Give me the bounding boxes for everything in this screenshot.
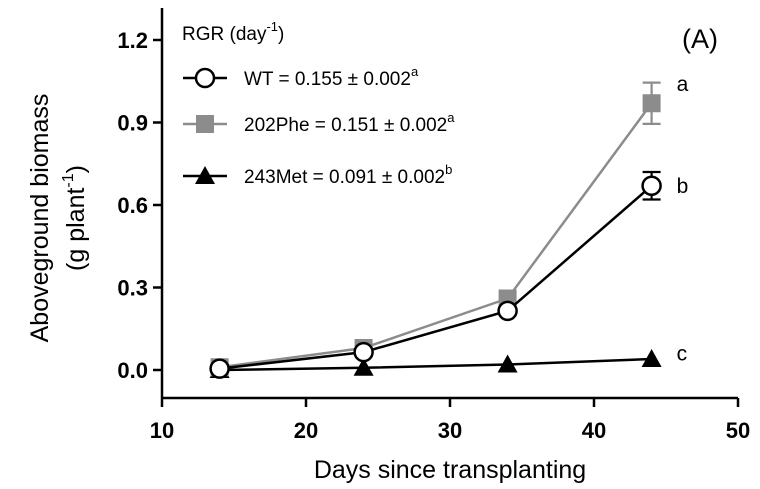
legend-title-text: RGR (day <box>182 24 267 45</box>
series-243met <box>209 349 662 378</box>
legend-item-243met: 243Met = 0.091 ± 0.002b <box>183 162 452 188</box>
data-point-wt <box>641 175 662 196</box>
legend-label-202phe: 202Phe = 0.151 ± 0.002a <box>244 110 455 136</box>
legend: RGR (day-1) WT = 0.155 ± 0.002a 202Phe = … <box>182 19 455 188</box>
data-point-243met <box>497 354 518 373</box>
legend-marker-202phe <box>196 115 214 133</box>
y-ticks: 0.0 0.3 0.6 0.9 1.2 <box>117 28 162 383</box>
series-line-202phe <box>219 102 653 369</box>
y-tick-label: 0.3 <box>117 276 148 301</box>
y-axis-title-line2: (g plant-1) <box>60 165 90 271</box>
y-tick-label: 0.6 <box>117 193 148 218</box>
data-point-wt <box>497 300 518 322</box>
legend-item-wt: WT = 0.155 ± 0.002a <box>183 64 419 90</box>
legend-label-243met: 243Met = 0.091 ± 0.002b <box>244 162 452 188</box>
y-tick-label: 0.9 <box>117 111 148 136</box>
y-tick-label: 1.2 <box>117 28 148 53</box>
data-point-243met <box>641 349 662 367</box>
data-point-202phe <box>642 94 661 113</box>
x-tick-label: 10 <box>150 418 174 443</box>
significance-label-202phe: a <box>677 73 689 96</box>
legend-marker-wt <box>194 67 216 89</box>
y-axis-title-exponent: -1 <box>60 173 77 187</box>
y-axis-title-unit: (g plant <box>62 188 90 271</box>
series-wt <box>209 170 662 379</box>
x-axis-title: Days since transplanting <box>314 456 586 484</box>
data-point-243met <box>353 357 374 376</box>
y-axis-title-line1: Aboveground biomass <box>26 94 54 343</box>
significance-label-243met: c <box>677 343 688 366</box>
y-tick-label: 0.0 <box>117 358 148 383</box>
legend-title-exponent: -1 <box>266 19 278 34</box>
legend-label-wt: WT = 0.155 ± 0.002a <box>244 64 419 90</box>
series-line-243met <box>219 357 652 372</box>
significance-label-wt: b <box>677 175 689 198</box>
data-point-wt <box>353 341 374 363</box>
y-axis-title: Aboveground biomass (g plant-1) <box>26 94 90 343</box>
data-point-wt <box>209 358 230 379</box>
legend-title: RGR (day-1) <box>182 19 284 45</box>
panel-label: (A) <box>682 24 718 54</box>
x-tick-label: 40 <box>582 418 606 443</box>
legend-title-close: ) <box>278 24 284 45</box>
axes <box>160 8 738 400</box>
y-axis-title-close: ) <box>62 165 90 173</box>
x-tick-label: 30 <box>438 418 462 443</box>
series-line-wt <box>219 184 653 370</box>
x-ticks: 10 20 30 40 50 <box>150 398 750 443</box>
legend-item-202phe: 202Phe = 0.151 ± 0.002a <box>183 110 455 136</box>
x-tick-label: 20 <box>294 418 318 443</box>
x-tick-label: 50 <box>726 418 750 443</box>
data-layer: a b c <box>209 73 689 379</box>
legend-marker-243met <box>195 166 215 184</box>
